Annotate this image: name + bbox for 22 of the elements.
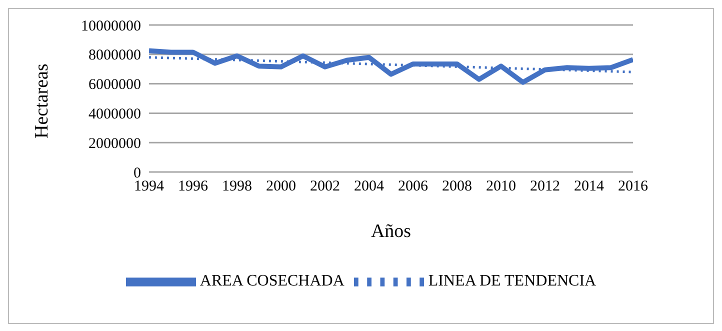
y-tick-label: 10000000: [81, 18, 141, 34]
x-tick-label: 2008: [442, 178, 472, 195]
x-tick-label: 2014: [574, 178, 604, 195]
x-tick-label: 2012: [530, 178, 560, 195]
legend-label: AREA COSECHADA: [200, 272, 344, 290]
x-axis-title: Años: [370, 221, 412, 242]
y-tick-label: 6000000: [88, 77, 141, 94]
x-tick-label: 2016: [618, 178, 648, 195]
x-tick-label: 2006: [398, 178, 428, 195]
x-tick-label: 1998: [222, 178, 252, 195]
y-axis-title: Hectareas: [32, 64, 53, 138]
y-tick-label: 4000000: [88, 106, 141, 123]
legend-label: LINEA DE TENDENCIA: [428, 272, 596, 290]
x-tick-label: 1996: [178, 178, 208, 195]
y-tick-label: 0: [134, 165, 141, 182]
x-tick-label: 2002: [310, 178, 340, 195]
x-tick-label: 2000: [266, 178, 296, 195]
x-tick-label: 2010: [486, 178, 516, 195]
x-tick-label: 2004: [354, 178, 384, 195]
x-tick-label: 1994: [134, 178, 164, 195]
y-tick-label: 8000000: [88, 48, 141, 64]
y-tick-label: 2000000: [88, 136, 141, 152]
